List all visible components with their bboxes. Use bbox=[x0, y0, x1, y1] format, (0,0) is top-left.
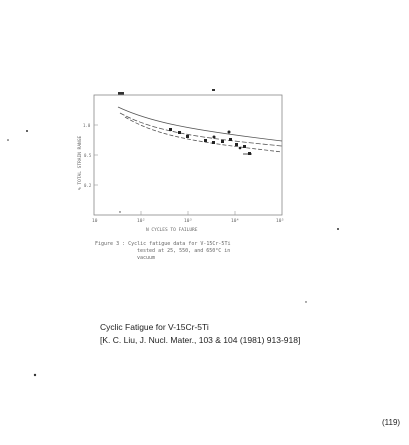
caption-reference: [K. C. Liu, J. Nucl. Mater., 103 & 104 (… bbox=[100, 335, 301, 345]
data-point bbox=[235, 143, 238, 146]
figure-caption-line: tested at 25, 550, and 650°C in bbox=[137, 248, 230, 254]
data-point bbox=[248, 152, 251, 155]
fit-curve-lower bbox=[124, 116, 283, 153]
data-points bbox=[169, 128, 252, 155]
figure-caption: Figure 3 : Cyclic fatigue data for V-15C… bbox=[95, 241, 230, 261]
fit-curve-upper bbox=[117, 106, 283, 142]
data-point bbox=[212, 141, 215, 144]
data-point bbox=[229, 138, 232, 141]
data-point bbox=[186, 135, 189, 138]
svg-text:0.5: 0.5 bbox=[84, 153, 92, 158]
data-point bbox=[238, 146, 242, 150]
figure-caption-line: Figure 3 : Cyclic fatigue data for V-15C… bbox=[95, 241, 230, 247]
axis-ticks bbox=[94, 124, 236, 215]
x-tick-labels: 10 10² 10³ 10⁴ 10⁵ bbox=[92, 218, 284, 224]
data-point bbox=[221, 140, 224, 143]
x-tick-label: 10² bbox=[137, 218, 145, 224]
x-tick-label: 10 bbox=[92, 218, 98, 224]
figure-caption-line: vacuum bbox=[137, 255, 155, 261]
data-point bbox=[212, 135, 216, 139]
scan-specks bbox=[7, 89, 339, 377]
x-tick-label: 10⁴ bbox=[231, 218, 239, 224]
svg-text:1.0: 1.0 bbox=[83, 123, 91, 128]
page-number: (119) bbox=[382, 418, 401, 427]
data-point bbox=[169, 128, 172, 131]
y-axis-label: % TOTAL STRAIN RANGE bbox=[77, 136, 83, 190]
fit-curves bbox=[117, 106, 283, 153]
x-tick-label: 10⁵ bbox=[276, 218, 284, 224]
x-axis-label: N CYCLES TO FAILURE bbox=[146, 227, 198, 233]
plot-frame bbox=[93, 94, 283, 216]
svg-text:0.2: 0.2 bbox=[84, 183, 92, 188]
data-point bbox=[178, 131, 181, 134]
caption-title: Cyclic Fatigue for V-15Cr-5Ti bbox=[100, 322, 209, 332]
data-point bbox=[243, 145, 246, 148]
fit-curve-middle bbox=[119, 112, 283, 147]
data-point bbox=[204, 139, 207, 142]
x-tick-label: 10³ bbox=[184, 218, 192, 224]
y-tick-labels: 1.0 0.5 0.2 bbox=[83, 123, 92, 188]
data-point bbox=[227, 130, 231, 134]
